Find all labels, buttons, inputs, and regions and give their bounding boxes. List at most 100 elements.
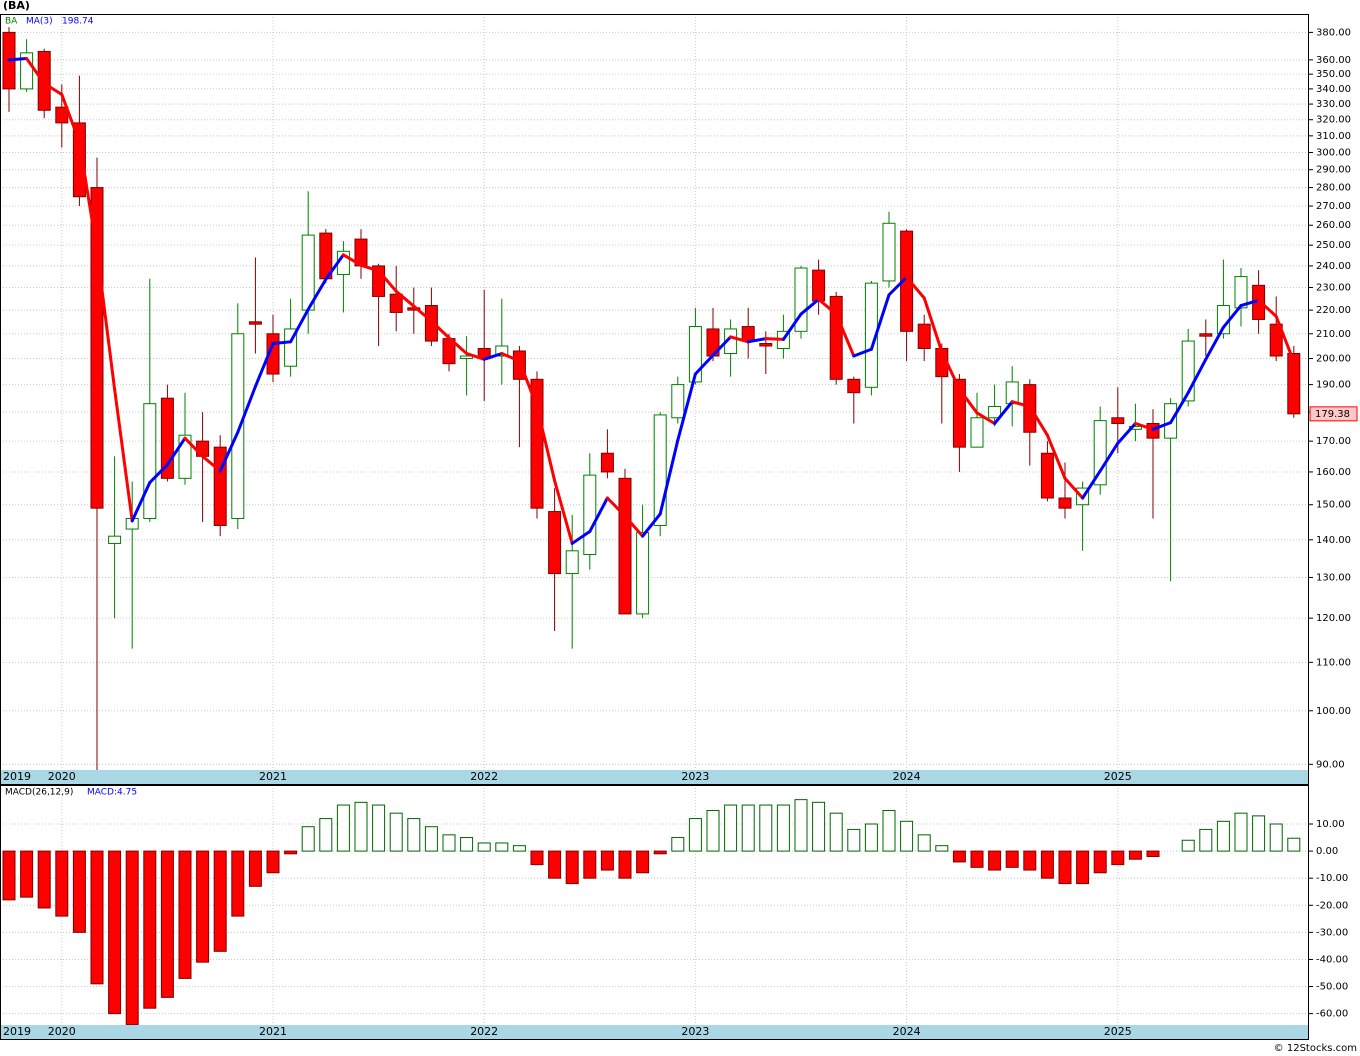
macd-bar: [688, 818, 702, 852]
ma-line: [588, 496, 609, 534]
macd-bar: [1234, 812, 1248, 852]
macd-bar: [829, 812, 843, 852]
ma-line: [394, 289, 416, 308]
ma-line: [1186, 357, 1208, 395]
ma-line: [729, 335, 750, 344]
macd-bar: [336, 804, 350, 852]
candle-body: [618, 477, 632, 615]
ma-line: [1063, 476, 1085, 500]
y-tick-label: -20.00: [1316, 900, 1348, 911]
macd-bar: [512, 845, 526, 852]
y-tick-label: 100.00: [1316, 706, 1351, 717]
candle-body: [90, 187, 104, 509]
candle-body: [600, 452, 614, 473]
y-tick-label: 200.00: [1316, 354, 1351, 365]
macd-bar: [495, 842, 509, 852]
y-tick-label: 110.00: [1316, 657, 1351, 668]
legend-macd-value: MACD:4.75: [87, 788, 137, 798]
y-tick-label: 90.00: [1316, 759, 1345, 770]
legend: BA MA(3) 198.74 MACD(26,12,9) MACD:4.75: [5, 17, 137, 798]
macd-bar: [20, 850, 34, 898]
ma-line: [77, 140, 99, 253]
candle-body: [1040, 452, 1054, 499]
ma-line: [764, 337, 785, 341]
macd-bar: [900, 820, 914, 852]
ma-line: [447, 336, 469, 355]
ma-line: [341, 253, 363, 267]
ma-line: [1274, 314, 1296, 364]
candle-body: [952, 378, 966, 448]
macd-bar: [741, 804, 755, 852]
macd-bar: [248, 850, 262, 887]
x-tick-label: 2024: [893, 770, 921, 783]
candle-body: [143, 403, 157, 519]
ma-line: [253, 342, 275, 388]
macd-bar: [1005, 850, 1019, 868]
ma-line: [165, 436, 187, 467]
candle-body: [231, 333, 245, 519]
ma-line: [271, 340, 293, 346]
macd-bar: [1199, 828, 1213, 852]
y-tick-label: 340.00: [1316, 84, 1351, 95]
ma-line: [676, 372, 697, 442]
y-tick-label: 380.00: [1316, 27, 1351, 38]
macd-bar: [55, 850, 69, 917]
candle-body: [741, 326, 755, 342]
macd-bar: [1040, 850, 1054, 879]
ma-line: [95, 249, 117, 391]
candle-body: [636, 532, 650, 615]
macd-bar: [1128, 850, 1142, 860]
axes: 90.00 100.00 110.00 120.00 130.00 140.00 150.0…: [3, 27, 1358, 1038]
ma-line: [623, 514, 645, 538]
ma-line: [183, 436, 205, 458]
ma-line: [1116, 422, 1137, 445]
candle-body: [178, 434, 192, 479]
y-tick-label: 210.00: [1316, 329, 1351, 340]
macd-bar: [970, 850, 984, 868]
candle-body: [1058, 497, 1072, 509]
ma-line: [605, 496, 627, 518]
macd-bar: [37, 850, 51, 909]
price-panel: [0, 14, 1308, 770]
candle-body: [460, 355, 474, 360]
macd-bar: [196, 850, 210, 963]
ma-line: [1221, 304, 1243, 329]
ma-line: [535, 404, 557, 483]
macd-bar: [354, 801, 368, 852]
ma-line: [852, 347, 873, 358]
ma-line: [113, 387, 134, 523]
macd-bar: [952, 850, 966, 863]
y-tick-label: 140.00: [1316, 535, 1351, 546]
macd-bar: [671, 837, 685, 852]
legend-ma-value: 198.74: [62, 17, 94, 27]
y-tick-label: -50.00: [1316, 982, 1348, 993]
ma-line: [1045, 433, 1067, 480]
ma-line: [957, 387, 979, 415]
legend-symbol: BA: [5, 17, 18, 27]
macd-bar: [530, 850, 544, 866]
ma-line: [834, 312, 856, 358]
y-tick-label: 330.00: [1316, 99, 1351, 110]
y-tick-label: 280.00: [1316, 183, 1351, 194]
ma-line: [465, 351, 486, 361]
y-tick-label: 0.00: [1316, 846, 1338, 857]
candle-body: [759, 343, 773, 347]
ma-line: [711, 335, 733, 357]
macd-bar: [565, 850, 579, 885]
ma-line: [201, 454, 222, 473]
ma-line: [746, 337, 768, 344]
ma-line: [218, 430, 240, 473]
candle-body: [1287, 352, 1301, 415]
macd-bar: [935, 845, 949, 852]
ma-line: [817, 297, 838, 316]
ma-line: [25, 56, 46, 85]
macd-bar: [143, 850, 157, 1009]
ma-line: [377, 269, 398, 293]
macd-bar: [1058, 850, 1072, 885]
macd-bar: [389, 812, 403, 852]
y-tick-label: -60.00: [1316, 1009, 1348, 1020]
last-price-tag: [1309, 406, 1358, 422]
x-tick-label: 2019: [3, 1025, 31, 1038]
ma-line: [148, 463, 169, 485]
candle-body: [389, 293, 403, 313]
